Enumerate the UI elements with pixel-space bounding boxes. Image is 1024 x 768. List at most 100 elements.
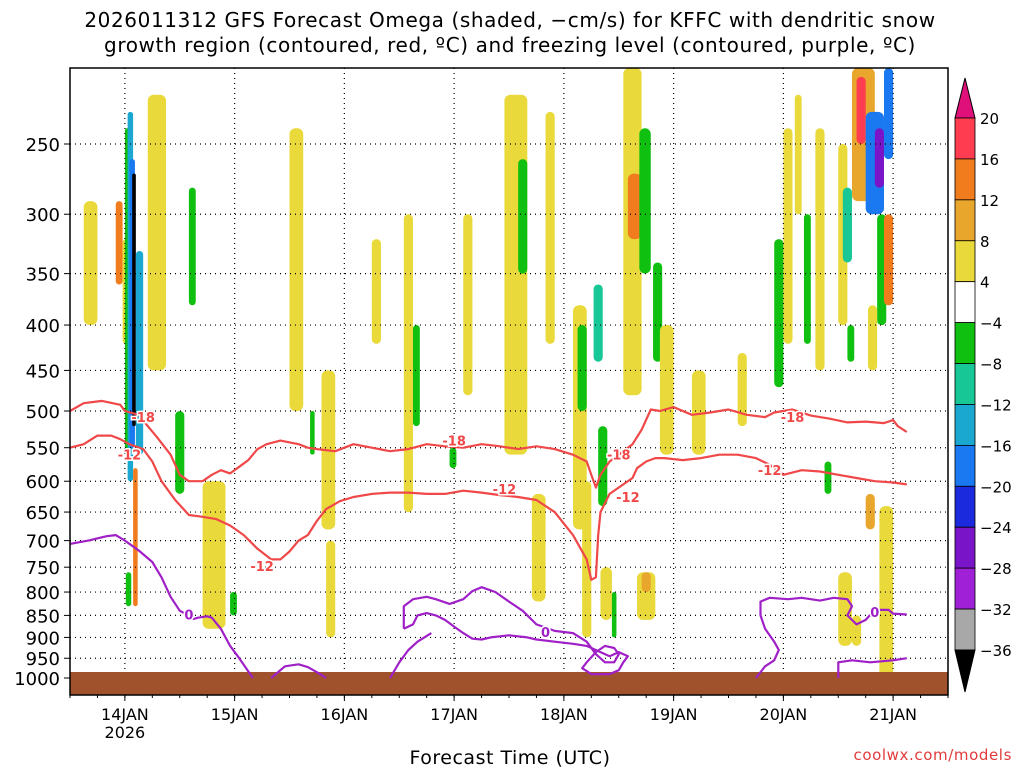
omega-patch <box>883 68 894 160</box>
colorbar-label: −20 <box>980 478 1012 496</box>
omega-patch <box>803 214 811 344</box>
omega-patch <box>856 76 866 144</box>
x-axis-label: Forecast Time (UTC) <box>410 747 611 768</box>
x-tick-sublabel: 2026 <box>105 723 146 742</box>
x-tick-label: 15JAN <box>211 705 259 724</box>
colorbar-bin <box>954 608 976 651</box>
colorbar-bin <box>954 444 976 487</box>
omega-patch <box>125 572 132 607</box>
colorbar: 20 16 12 8 4 −4 −8 −12 −16 −20 −24 −28 −32 −36 <box>954 77 1012 693</box>
colorbar-label: 20 <box>980 110 999 128</box>
omega-patch <box>371 239 381 344</box>
ground-terrain <box>70 672 948 695</box>
omega-patch <box>133 468 138 607</box>
y-tick-label: 750 <box>26 558 60 579</box>
y-tick-label: 400 <box>26 316 60 337</box>
y-tick-label: 300 <box>26 205 60 226</box>
omega-patch <box>175 411 185 494</box>
omega-patch <box>838 572 852 646</box>
y-tick-label: 500 <box>26 402 60 423</box>
omega-patch <box>449 447 457 469</box>
freezing-contour-label: 0 <box>184 608 193 623</box>
y-tick-label: 450 <box>26 361 60 382</box>
colorbar-label: −24 <box>980 519 1012 537</box>
omega-patch <box>403 214 413 513</box>
omega-patch <box>737 352 747 427</box>
dgz-contour-label: -12 <box>250 560 274 575</box>
x-tick-label: 21JAN <box>869 705 917 724</box>
omega-patch <box>326 540 336 638</box>
colorbar-bin <box>954 199 976 242</box>
omega-patch <box>627 173 642 240</box>
colorbar-label: −16 <box>980 437 1012 455</box>
omega-patch <box>879 506 894 678</box>
omega-patch <box>577 325 587 411</box>
omega-patch <box>847 325 855 362</box>
omega-patch <box>132 173 136 427</box>
omega-patch <box>842 187 852 263</box>
y-tick-label: 250 <box>26 135 60 156</box>
y-tick-label: 800 <box>26 583 60 604</box>
y-tick-label: 350 <box>26 265 60 286</box>
dgz-contour-label: -18 <box>781 411 805 426</box>
chart-title-line1: 2026011312 GFS Forecast Omega (shaded, −… <box>84 8 935 32</box>
omega-patch <box>531 493 546 602</box>
colorbar-bin <box>954 281 976 324</box>
omega-patch <box>794 94 802 215</box>
omega-shading-layer <box>83 68 894 678</box>
chart-title-line2: growth region (contoured, red, ºC) and f… <box>104 33 916 57</box>
omega-patch <box>611 592 617 638</box>
colorbar-bin <box>954 526 976 569</box>
omega-patch <box>639 128 651 274</box>
dgz-contour-label: -12 <box>493 483 517 498</box>
colorbar-label: −4 <box>980 315 1002 333</box>
freezing-contour <box>402 586 630 676</box>
colorbar-label: 4 <box>980 274 990 292</box>
omega-patch <box>504 94 528 455</box>
contour-layer: -18 -18 -18 -18 -12 -12 -12 -12 -12 0 0 0 <box>69 399 908 679</box>
dgz-contour <box>69 434 907 581</box>
omega-patch <box>289 128 304 411</box>
colorbar-label: −36 <box>980 642 1012 660</box>
x-tick-label: 18JAN <box>540 705 588 724</box>
omega-patch <box>83 201 98 326</box>
y-tick-label: 600 <box>26 472 60 493</box>
y-tick-label: 700 <box>26 532 60 553</box>
freezing-contour <box>755 596 907 679</box>
omega-patch <box>867 305 878 371</box>
freezing-contour-label: 0 <box>541 626 550 641</box>
dgz-contour-label: -18 <box>442 435 466 450</box>
x-tick-label: 20JAN <box>760 705 808 724</box>
y-tick-label: 650 <box>26 503 60 524</box>
dgz-contour-label: -18 <box>131 411 155 426</box>
omega-patch <box>659 325 674 455</box>
dgz-contour-label: -12 <box>758 464 782 479</box>
colorbar-bin <box>954 240 976 283</box>
colorbar-label: 12 <box>980 192 999 210</box>
omega-patch <box>545 111 555 344</box>
omega-patch <box>600 567 612 620</box>
freezing-contour <box>69 533 254 679</box>
omega-patch <box>598 426 608 507</box>
colorbar-bin <box>954 117 976 160</box>
colorbar-label: 8 <box>980 233 990 251</box>
credit-link[interactable]: coolwx.com/models <box>854 746 1013 764</box>
y-tick-label: 950 <box>26 649 60 670</box>
colorbar-bin <box>954 567 976 610</box>
omega-patch <box>774 239 784 388</box>
freezing-contour-label: 0 <box>870 606 879 621</box>
x-tick-label: 14JAN <box>101 705 149 724</box>
omega-patch <box>147 94 167 371</box>
colorbar-label: 16 <box>980 151 999 169</box>
y-tick-label: 1000 <box>14 669 60 690</box>
colorbar-bin <box>954 485 976 528</box>
y-tick-label: 550 <box>26 439 60 460</box>
omega-patch <box>463 214 473 396</box>
freezing-contour <box>389 632 432 679</box>
omega-patch <box>188 187 196 306</box>
plot-area: -18 -18 -18 -18 -12 -12 -12 -12 -12 0 0 0 <box>69 67 949 696</box>
y-tick-label: 850 <box>26 606 60 627</box>
freezing-contour <box>270 663 327 679</box>
